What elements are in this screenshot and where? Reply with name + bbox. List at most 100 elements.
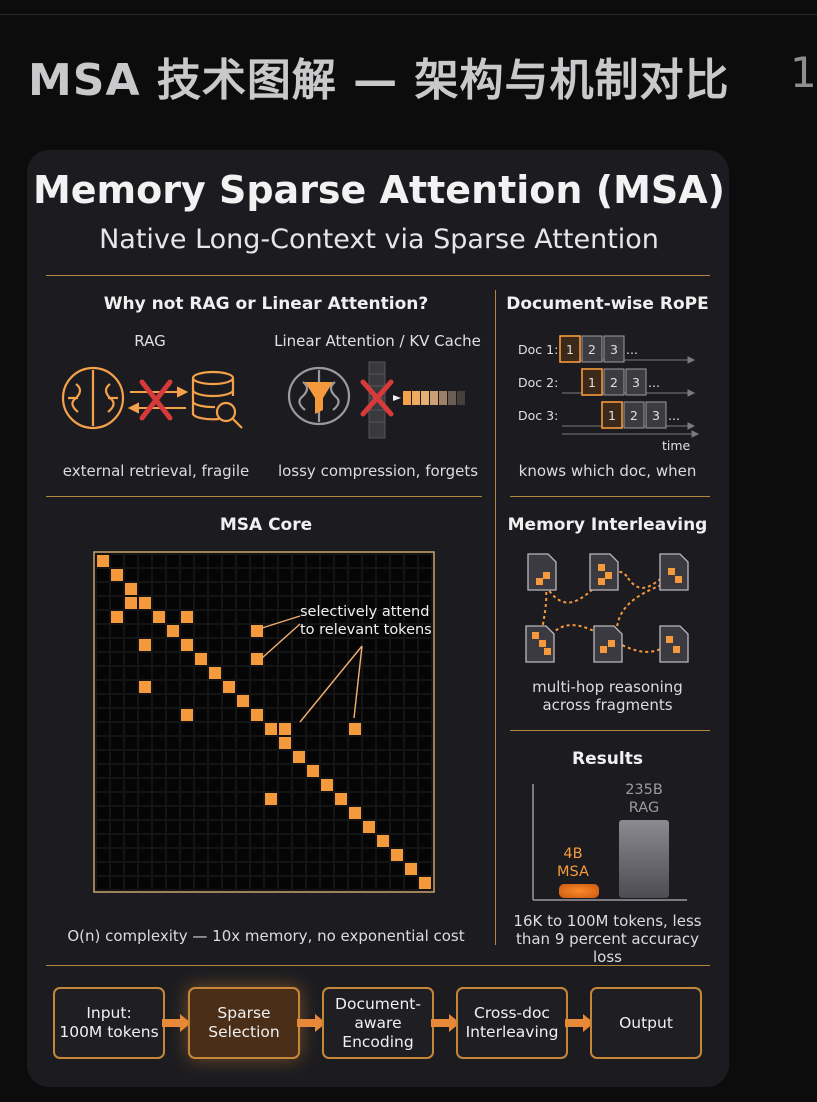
- matrix-cell: [377, 681, 389, 693]
- matrix-cell: [265, 625, 277, 637]
- matrix-cell: [237, 877, 249, 889]
- matrix-cell: [237, 555, 249, 567]
- matrix-cell: [419, 807, 431, 819]
- matrix-cell: [321, 653, 333, 665]
- matrix-cell: [349, 611, 361, 623]
- attended-cell: [265, 723, 277, 735]
- matrix-cell: [335, 639, 347, 651]
- annotation-arrow: [261, 615, 301, 629]
- attended-cell: [307, 765, 319, 777]
- matrix-cell: [335, 807, 347, 819]
- pipeline-step-output: Output: [590, 987, 702, 1059]
- matrix-cell: [251, 681, 263, 693]
- annotation-line-1: selectively attend: [300, 604, 430, 620]
- matrix-cell: [139, 849, 151, 861]
- matrix-cell: [125, 863, 137, 875]
- matrix-cell: [97, 765, 109, 777]
- matrix-cell: [265, 583, 277, 595]
- matrix-cell: [363, 779, 375, 791]
- matrix-cell: [363, 835, 375, 847]
- matrix-cell: [97, 877, 109, 889]
- matrix-cell: [181, 751, 193, 763]
- matrix-cell: [125, 695, 137, 707]
- matrix-cell: [307, 779, 319, 791]
- matrix-cell: [111, 639, 123, 651]
- rope-heading: Document-wise RoPE: [506, 294, 709, 314]
- matrix-cell: [125, 639, 137, 651]
- matrix-cell: [419, 835, 431, 847]
- matrix-cell: [419, 765, 431, 777]
- matrix-cell: [153, 737, 165, 749]
- matrix-cell: [335, 821, 347, 833]
- matrix-cell: [307, 807, 319, 819]
- matrix-cell: [321, 807, 333, 819]
- matrix-cell: [307, 597, 319, 609]
- matrix-cell: [321, 709, 333, 721]
- matrix-cell: [167, 849, 179, 861]
- attended-cell: [251, 709, 263, 721]
- matrix-cell: [97, 723, 109, 735]
- matrix-cell: [377, 597, 389, 609]
- matrix-cell: [363, 793, 375, 805]
- matrix-cell: [293, 835, 305, 847]
- matrix-cell: [153, 555, 165, 567]
- matrix-cell: [251, 835, 263, 847]
- matrix-cell: [125, 765, 137, 777]
- matrix-cell: [279, 653, 291, 665]
- matrix-cell: [209, 779, 221, 791]
- matrix-cell: [335, 723, 347, 735]
- matrix-cell: [335, 765, 347, 777]
- matrix-cell: [307, 751, 319, 763]
- left-section-divider: [46, 496, 482, 497]
- matrix-cell: [391, 611, 403, 623]
- matrix-cell: [335, 737, 347, 749]
- matrix-cell: [139, 877, 151, 889]
- matrix-cell: [223, 625, 235, 637]
- matrix-cell: [195, 821, 207, 833]
- matrix-cell: [293, 821, 305, 833]
- matrix-cell: [321, 625, 333, 637]
- database-search-icon: [191, 370, 243, 429]
- pipeline-step-document-encoding: Document-aware Encoding: [322, 987, 434, 1059]
- matrix-cell: [209, 695, 221, 707]
- matrix-cell: [405, 695, 417, 707]
- matrix-cell: [167, 639, 179, 651]
- matrix-cell: [139, 737, 151, 749]
- matrix-cell: [223, 849, 235, 861]
- matrix-cell: [391, 625, 403, 637]
- matrix-cell: [335, 625, 347, 637]
- matrix-cell: [419, 681, 431, 693]
- matrix-cell: [97, 569, 109, 581]
- matrix-cell: [223, 639, 235, 651]
- matrix-cell: [265, 709, 277, 721]
- matrix-cell: [293, 765, 305, 777]
- matrix-cell: [209, 765, 221, 777]
- footer-divider: [46, 965, 710, 966]
- matrix-cell: [265, 597, 277, 609]
- matrix-cell: [237, 849, 249, 861]
- matrix-cell: [223, 863, 235, 875]
- matrix-cell: [377, 737, 389, 749]
- attended-cell: [125, 597, 137, 609]
- matrix-cell: [125, 807, 137, 819]
- matrix-cell: [279, 877, 291, 889]
- matrix-cell: [349, 877, 361, 889]
- matrix-cell: [237, 597, 249, 609]
- matrix-cell: [97, 625, 109, 637]
- matrix-cell: [363, 709, 375, 721]
- matrix-cell: [97, 667, 109, 679]
- linear-caption: lossy compression, forgets: [277, 462, 479, 480]
- matrix-cell: [279, 863, 291, 875]
- matrix-cell: [251, 597, 263, 609]
- matrix-cell: [293, 849, 305, 861]
- matrix-cell: [265, 807, 277, 819]
- pipeline-step-cross-doc-interleaving: Cross-doc Interleaving: [456, 987, 568, 1059]
- matrix-cell: [279, 835, 291, 847]
- attended-cell: [251, 653, 263, 665]
- matrix-cell: [181, 555, 193, 567]
- matrix-cell: [419, 751, 431, 763]
- matrix-cell: [125, 849, 137, 861]
- matrix-cell: [391, 569, 403, 581]
- matrix-cell: [125, 877, 137, 889]
- matrix-cell: [139, 821, 151, 833]
